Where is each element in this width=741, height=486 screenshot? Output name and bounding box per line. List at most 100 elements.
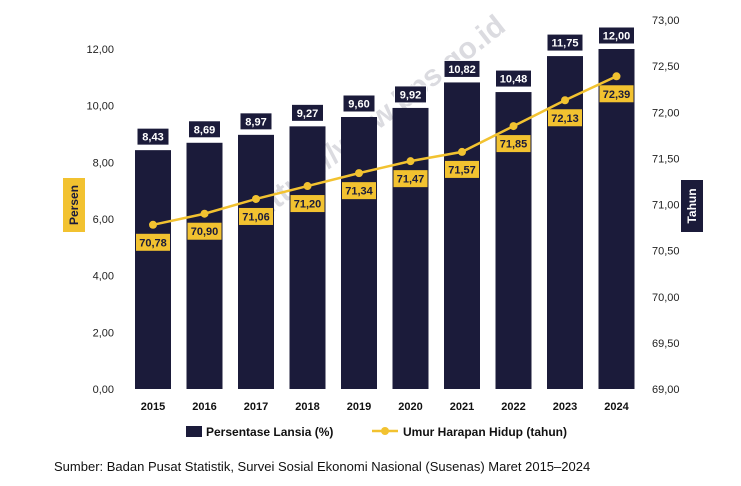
legend-line-label: Umur Harapan Hidup (tahun) bbox=[403, 425, 567, 439]
x-tick-label: 2019 bbox=[347, 401, 371, 413]
bar-data-label: 12,00 bbox=[603, 31, 631, 43]
line-label-box bbox=[496, 135, 531, 153]
line-data-labels: 70,78 70,90 71,06 71,20 71,34 71,47 71,57 71,85… bbox=[136, 85, 634, 251]
x-tick-label: 2020 bbox=[398, 401, 422, 413]
right-axis-ticks: 69,00 69,50 70,00 70,50 71,00 71,50 72,00 72,50… bbox=[652, 15, 680, 396]
svg-text:Tahun: Tahun bbox=[685, 188, 699, 223]
line-data-label: 71,34 bbox=[345, 186, 373, 198]
y2-tick-label: 72,00 bbox=[652, 107, 680, 119]
x-tick-label: 2021 bbox=[450, 401, 474, 413]
line-data-label: 71,20 bbox=[294, 199, 322, 211]
y-tick-label: 8,00 bbox=[93, 157, 114, 169]
line-label-box bbox=[187, 222, 222, 240]
legend-bar-label: Persentase Lansia (%) bbox=[206, 425, 333, 439]
bar bbox=[392, 107, 429, 389]
bar-data-label: 9,60 bbox=[348, 99, 369, 111]
x-tick-label: 2015 bbox=[141, 401, 165, 413]
bar-data-label: 10,48 bbox=[500, 74, 528, 86]
line-point bbox=[252, 194, 260, 203]
bar bbox=[186, 142, 223, 389]
y-tick-label: 12,00 bbox=[86, 44, 114, 56]
line-data-label: 71,06 bbox=[242, 211, 270, 223]
y2-tick-label: 71,00 bbox=[652, 200, 680, 212]
source-note: Sumber: Badan Pusat Statistik, Survei So… bbox=[54, 459, 591, 474]
line-point bbox=[149, 220, 157, 229]
y2-tick-label: 69,00 bbox=[652, 384, 680, 396]
line-label-box bbox=[393, 170, 428, 188]
x-tick-label: 2024 bbox=[604, 401, 629, 413]
line-point bbox=[200, 209, 209, 218]
bar-label-box bbox=[443, 59, 481, 78]
bar-label-box bbox=[394, 85, 427, 104]
y-tick-label: 6,00 bbox=[93, 214, 114, 226]
bar bbox=[598, 49, 635, 389]
bar-data-label: 10,82 bbox=[448, 64, 476, 76]
line-data-label: 72,39 bbox=[603, 89, 631, 101]
line-point bbox=[406, 157, 415, 166]
y2-tick-label: 72,50 bbox=[652, 61, 680, 73]
bar-label-box bbox=[342, 94, 376, 113]
legend-bar-swatch bbox=[186, 426, 202, 437]
line-data-label: 70,78 bbox=[139, 237, 167, 249]
bar-label-box bbox=[136, 127, 170, 146]
bar-label-box bbox=[495, 69, 532, 88]
y2-tick-label: 70,50 bbox=[652, 246, 680, 258]
bar-data-label: 9,27 bbox=[297, 108, 318, 120]
bar bbox=[289, 126, 326, 389]
line-data-label: 70,90 bbox=[191, 226, 219, 238]
x-tick-label: 2017 bbox=[244, 401, 268, 413]
line-label-box bbox=[136, 233, 170, 251]
x-tick-label: 2018 bbox=[295, 401, 319, 413]
y2-tick-label: 73,00 bbox=[652, 15, 680, 27]
line-data-label: 71,85 bbox=[500, 139, 528, 151]
svg-text:Persen: Persen bbox=[67, 185, 81, 225]
y-tick-label: 4,00 bbox=[93, 271, 114, 283]
bar bbox=[341, 117, 377, 389]
line-label-box bbox=[548, 109, 582, 127]
bar bbox=[135, 150, 171, 389]
line-point bbox=[561, 96, 569, 105]
line-label-box bbox=[290, 195, 325, 213]
line-data-label: 72,13 bbox=[551, 113, 579, 125]
line-point bbox=[612, 72, 621, 81]
y2-tick-label: 71,50 bbox=[652, 153, 680, 165]
line-point bbox=[303, 182, 312, 191]
left-axis-title: Persen bbox=[63, 178, 85, 232]
line-data-label: 71,57 bbox=[448, 164, 476, 176]
bar-label-box bbox=[546, 33, 584, 52]
line-point bbox=[355, 169, 363, 178]
line-point bbox=[458, 147, 466, 156]
bar-data-label: 8,43 bbox=[142, 132, 163, 144]
y-tick-label: 2,00 bbox=[93, 327, 114, 339]
right-axis-title: Tahun bbox=[681, 180, 703, 232]
y-tick-label: 10,00 bbox=[86, 101, 114, 113]
bar-data-label: 9,92 bbox=[400, 89, 421, 101]
bar-label-box bbox=[598, 26, 635, 45]
left-axis-ticks: 0,00 2,00 4,00 6,00 8,00 10,00 12,00 bbox=[86, 44, 114, 396]
bar-label-box bbox=[188, 120, 221, 139]
bar bbox=[444, 82, 480, 389]
legend: Persentase Lansia (%) Umur Harapan Hidup… bbox=[186, 425, 567, 439]
line-label-box bbox=[239, 207, 273, 225]
bar-data-label: 8,97 bbox=[245, 116, 266, 128]
bar-label-box bbox=[239, 112, 273, 131]
y2-tick-label: 69,50 bbox=[652, 338, 680, 350]
legend-line-marker bbox=[381, 427, 389, 435]
line-point bbox=[509, 122, 518, 131]
x-tick-label: 2022 bbox=[501, 401, 525, 413]
y2-tick-label: 70,00 bbox=[652, 292, 680, 304]
line-label-box bbox=[599, 85, 634, 103]
bar-data-label: 11,75 bbox=[552, 38, 579, 50]
bar-label-box bbox=[291, 103, 324, 122]
line-label-box bbox=[342, 182, 376, 200]
bar-data-label: 8,69 bbox=[194, 124, 215, 136]
x-axis-ticks: 2015 2016 2017 2018 2019 2020 2021 2022 2023 2024 bbox=[141, 401, 630, 413]
y-tick-label: 0,00 bbox=[93, 384, 114, 396]
line-data-label: 71,47 bbox=[397, 174, 425, 186]
bar-series bbox=[135, 49, 635, 390]
line-series bbox=[149, 72, 621, 229]
bar-data-labels: 8,43 8,69 8,97 9,27 9,60 9,92 10,82 10,48 11,75 1… bbox=[136, 26, 635, 146]
x-tick-label: 2016 bbox=[192, 401, 216, 413]
line-path bbox=[152, 75, 618, 227]
